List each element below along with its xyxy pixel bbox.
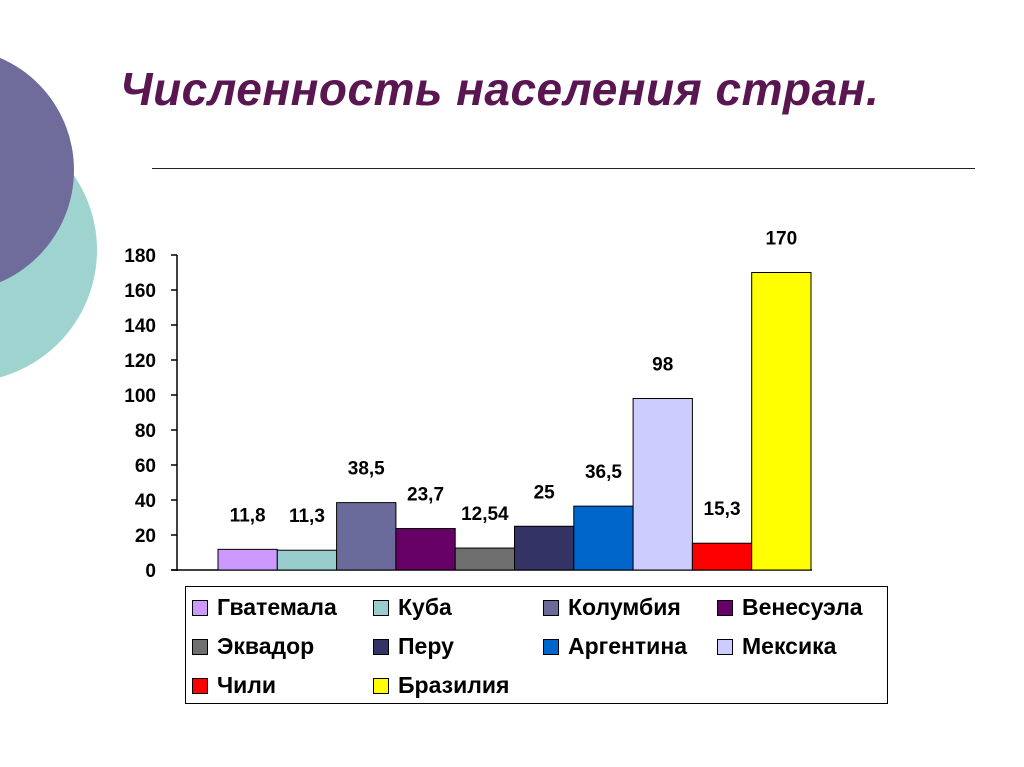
legend-label: Мексика xyxy=(742,633,837,659)
y-tick-label: 20 xyxy=(135,526,156,547)
y-tick-label: 100 xyxy=(124,386,156,407)
data-label: 170 xyxy=(765,229,797,250)
legend-item: Венесуэла xyxy=(717,594,863,621)
legend-label: Аргентина xyxy=(568,633,688,659)
bar xyxy=(691,542,753,571)
data-label: 38,5 xyxy=(348,459,385,480)
legend-swatch xyxy=(192,599,208,616)
legend-swatch xyxy=(373,599,389,616)
y-tick-label: 0 xyxy=(145,561,156,582)
legend-item: Колумбия xyxy=(543,594,681,621)
data-label: 12,54 xyxy=(461,504,509,525)
legend-label: Куба xyxy=(398,594,452,620)
y-tick-label: 160 xyxy=(124,281,156,302)
chart-legend: Гватемала Куба Колумбия Венесуэла Эквадор Пер… xyxy=(185,586,888,704)
y-tick-label: 180 xyxy=(124,246,156,267)
decorative-circle-purple xyxy=(0,57,74,283)
legend-swatch xyxy=(373,677,389,694)
legend-swatch xyxy=(717,638,733,655)
legend-item: Аргентина xyxy=(543,633,687,660)
legend-item: Перу xyxy=(373,633,454,660)
y-tick-label: 40 xyxy=(135,491,156,512)
title-divider xyxy=(152,168,975,169)
bar xyxy=(751,272,812,571)
bar xyxy=(573,505,634,571)
legend-item: Чили xyxy=(192,672,276,699)
legend-swatch xyxy=(717,599,733,616)
data-label: 23,7 xyxy=(407,485,444,506)
legend-label: Перу xyxy=(398,633,454,659)
data-label: 11,8 xyxy=(230,505,266,526)
slide-title: Численность населения стран. xyxy=(120,63,880,115)
y-tick-label: 140 xyxy=(124,316,156,337)
bar xyxy=(632,398,693,571)
data-label: 36,5 xyxy=(585,462,622,483)
y-tick-label: 120 xyxy=(124,351,156,372)
legend-item: Бразилия xyxy=(373,672,509,699)
legend-label: Чили xyxy=(217,672,277,698)
legend-item: Эквадор xyxy=(192,633,314,660)
legend-swatch xyxy=(373,638,389,655)
data-label: 25 xyxy=(534,482,556,503)
legend-item: Мексика xyxy=(717,633,836,660)
legend-label: Гватемала xyxy=(217,594,337,620)
legend-item: Куба xyxy=(373,594,452,621)
bar xyxy=(395,528,456,571)
legend-label: Эквадор xyxy=(217,633,315,659)
legend-label: Венесуэла xyxy=(742,594,863,620)
bar xyxy=(514,525,575,571)
bar xyxy=(336,502,397,571)
legend-swatch xyxy=(192,638,208,655)
y-tick-label: 80 xyxy=(135,421,156,442)
bar xyxy=(454,547,516,571)
data-label: 98 xyxy=(652,355,673,376)
legend-swatch xyxy=(192,677,208,694)
data-label: 11,3 xyxy=(289,506,325,527)
legend-swatch xyxy=(543,638,559,655)
legend-item: Гватемала xyxy=(192,594,337,621)
legend-swatch xyxy=(543,599,559,616)
bar xyxy=(217,548,278,571)
data-label: 15,3 xyxy=(704,499,741,520)
bar xyxy=(276,549,338,571)
legend-label: Колумбия xyxy=(568,594,681,620)
y-tick-label: 60 xyxy=(135,456,156,477)
legend-label: Бразилия xyxy=(398,672,510,698)
